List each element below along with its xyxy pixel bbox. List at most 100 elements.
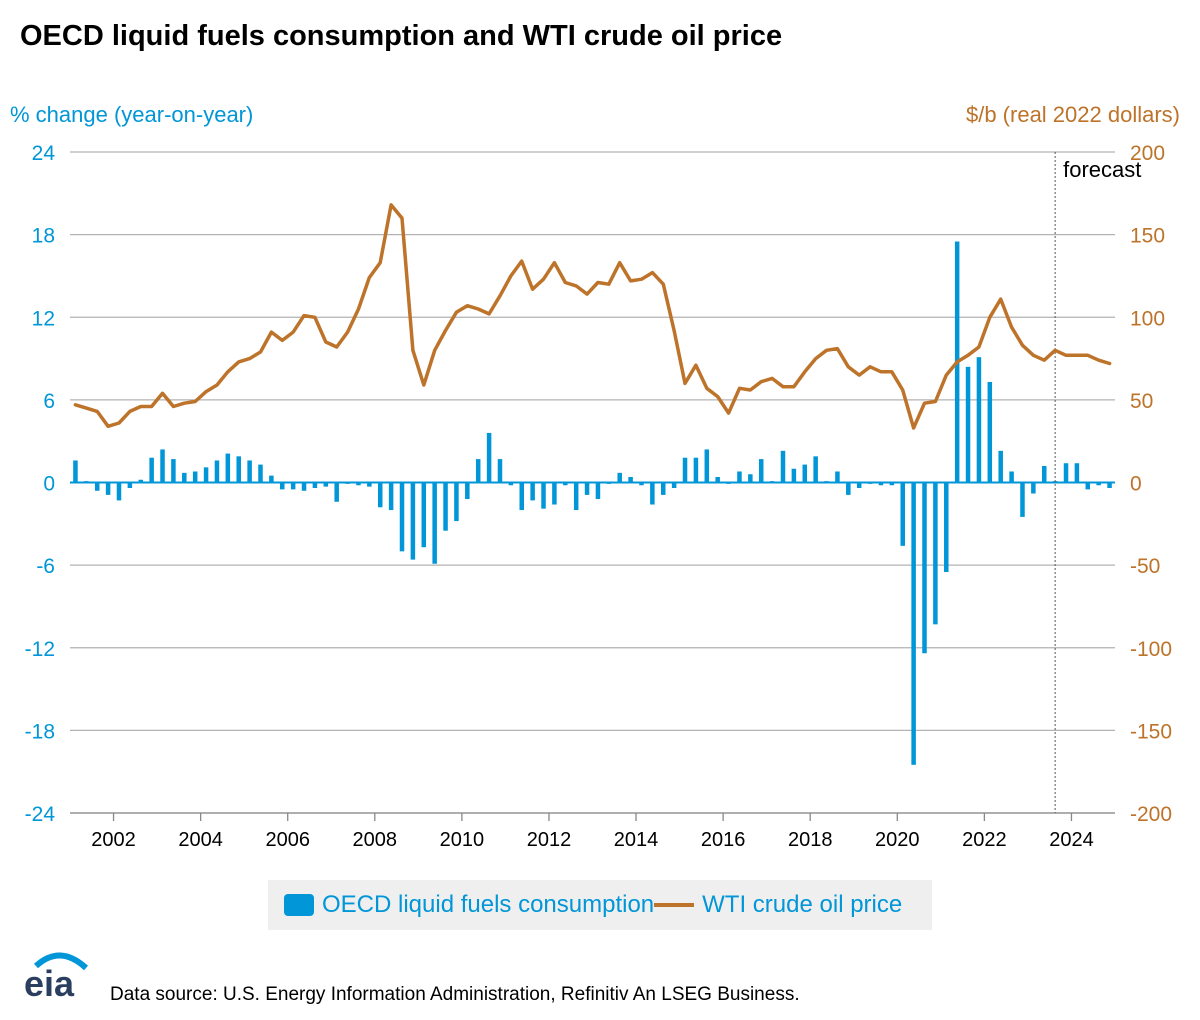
consumption-bar <box>443 482 448 531</box>
wti-price-line <box>73 203 1112 430</box>
consumption-bar <box>508 482 514 486</box>
consumption-bar <box>911 482 916 765</box>
consumption-bar <box>563 482 568 486</box>
x-tick-label: 2008 <box>353 829 398 851</box>
right-tick-label: -100 <box>1130 638 1172 661</box>
consumption-bar <box>1031 482 1036 494</box>
x-tick-label: 2014 <box>614 829 659 851</box>
consumption-bar <box>127 482 133 489</box>
left-tick-label: 0 <box>43 473 55 496</box>
consumption-bar <box>171 459 176 483</box>
legend-label-consumption: OECD liquid fuels consumption <box>322 891 655 918</box>
consumption-bar <box>519 482 524 511</box>
consumption-bar <box>704 449 710 483</box>
consumption-bar <box>835 471 840 483</box>
consumption-bar <box>377 482 383 508</box>
legend-item-consumption: OECD liquid fuels consumption <box>268 891 654 919</box>
x-tick-label: 2004 <box>178 829 223 851</box>
consumption-bar <box>573 482 579 511</box>
consumption-bar <box>323 482 329 487</box>
legend-label-wti: WTI crude oil price <box>702 891 903 918</box>
consumption-bar <box>410 482 416 560</box>
consumption-bar <box>987 381 993 483</box>
consumption-bar <box>900 482 905 546</box>
consumption-bar <box>628 476 633 483</box>
consumption-bar <box>301 482 307 491</box>
consumption-bar <box>856 482 862 489</box>
consumption-bar <box>486 432 492 483</box>
consumption-bar <box>530 482 535 501</box>
consumption-bar <box>846 482 851 495</box>
x-tick-label: 2016 <box>701 829 746 851</box>
consumption-bar <box>682 457 688 483</box>
x-tick-label: 2010 <box>440 829 485 851</box>
left-tick-label: -18 <box>25 720 55 743</box>
consumption-bar <box>1009 471 1014 483</box>
consumption-bar <box>944 482 949 573</box>
consumption-bar <box>497 459 503 483</box>
consumption-bar <box>552 482 557 505</box>
right-tick-label: -150 <box>1130 720 1172 743</box>
consumption-bar <box>312 482 318 489</box>
right-tick-label: 0 <box>1130 473 1142 496</box>
consumption-bar <box>617 472 622 483</box>
right-tick-label: 100 <box>1130 307 1165 330</box>
consumption-bar <box>203 467 209 483</box>
consumption-bar <box>595 482 601 500</box>
consumption-bar <box>73 460 78 483</box>
left-tick-label: 18 <box>32 225 55 248</box>
consumption-bar <box>780 450 786 483</box>
consumption-bar <box>236 456 241 483</box>
right-tick-label: -50 <box>1130 555 1160 578</box>
legend: OECD liquid fuels consumption WTI crude … <box>268 880 932 930</box>
consumption-bar <box>933 482 938 625</box>
consumption-bar <box>258 464 263 483</box>
x-tick-label: 2022 <box>962 829 1007 851</box>
consumption-bar <box>1020 482 1025 517</box>
consumption-bar <box>421 482 427 548</box>
right-tick-label: -200 <box>1130 803 1172 826</box>
consumption-bar <box>541 482 546 509</box>
consumption-bar <box>105 482 111 495</box>
x-tick-label: 2020 <box>875 829 920 851</box>
consumption-bar <box>1107 482 1112 489</box>
legend-swatch-bar <box>284 894 314 916</box>
consumption-bar <box>334 482 339 502</box>
consumption-bar <box>116 482 122 501</box>
right-tick-label: 50 <box>1130 390 1153 413</box>
consumption-bar <box>280 482 285 490</box>
right-tick-label: 200 <box>1130 142 1165 165</box>
left-tick-label: 12 <box>32 307 55 330</box>
consumption-bar <box>1085 482 1091 490</box>
chart-canvas: 24 200 18 150 12 100 6 50 0 0 -6 -50 -12 -100 -18 -150 -… <box>25 142 1172 851</box>
consumption-bar <box>356 482 361 486</box>
chart-title: OECD liquid fuels consumption and WTI cr… <box>20 20 783 52</box>
svg-text:eia: eia <box>24 963 75 1000</box>
x-tick-label: 2018 <box>788 829 833 851</box>
consumption-bar <box>965 366 971 483</box>
left-tick-label: -24 <box>25 803 56 826</box>
consumption-bar <box>192 471 198 483</box>
consumption-bar <box>661 482 666 495</box>
right-axis-title: $/b (real 2022 dollars) <box>965 102 1180 127</box>
x-tick-label: 2024 <box>1049 829 1094 851</box>
x-tick-label: 2002 <box>91 829 136 851</box>
consumption-bar <box>432 482 437 564</box>
consumption-bar <box>1041 465 1047 483</box>
legend-swatch-line <box>654 903 695 907</box>
consumption-bar <box>367 482 372 487</box>
consumption-bar <box>878 482 884 486</box>
consumption-bar <box>182 472 187 483</box>
consumption-bar <box>693 457 699 483</box>
consumption-bar <box>998 450 1003 483</box>
consumption-bar <box>475 459 481 483</box>
consumption-bar <box>889 482 895 486</box>
consumption-bar <box>639 482 644 486</box>
left-tick-label: -6 <box>36 555 55 578</box>
consumption-bar <box>650 482 655 505</box>
consumption-bar <box>454 482 459 522</box>
legend-item-wti: WTI crude oil price <box>654 891 902 919</box>
consumption-bar <box>922 482 927 654</box>
consumption-bar <box>1096 482 1101 486</box>
consumption-bar <box>671 482 677 489</box>
